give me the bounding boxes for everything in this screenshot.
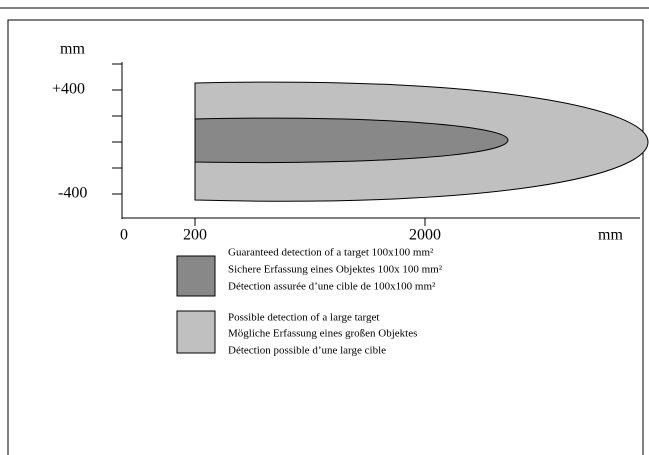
x-label: 2000 xyxy=(409,227,441,244)
legend-text: Sichere Erfassung eines Objektes 100x 10… xyxy=(228,264,443,276)
legend-swatch xyxy=(176,310,216,354)
axes xyxy=(112,62,640,226)
legend-text: Détection assurée d’une cible de 100x100… xyxy=(228,281,436,293)
legend-text: Possible detection of a large target xyxy=(228,312,379,324)
legend-text: Détection possible d’une large cible xyxy=(228,345,386,357)
x-unit: mm xyxy=(598,227,623,244)
x-label: 200 xyxy=(183,227,207,244)
legend-swatch xyxy=(176,255,216,297)
guaranteed-zone xyxy=(194,117,509,164)
legend-text: Mögliche Erfassung eines großen Objektes xyxy=(228,328,417,340)
y-label: -400 xyxy=(58,185,87,202)
legend-text: Guaranteed detection of a target 100x100… xyxy=(228,247,434,259)
y-label: +400 xyxy=(52,81,85,98)
y-unit: mm xyxy=(60,41,85,58)
frame xyxy=(7,19,644,455)
x-label: 0 xyxy=(120,227,128,244)
